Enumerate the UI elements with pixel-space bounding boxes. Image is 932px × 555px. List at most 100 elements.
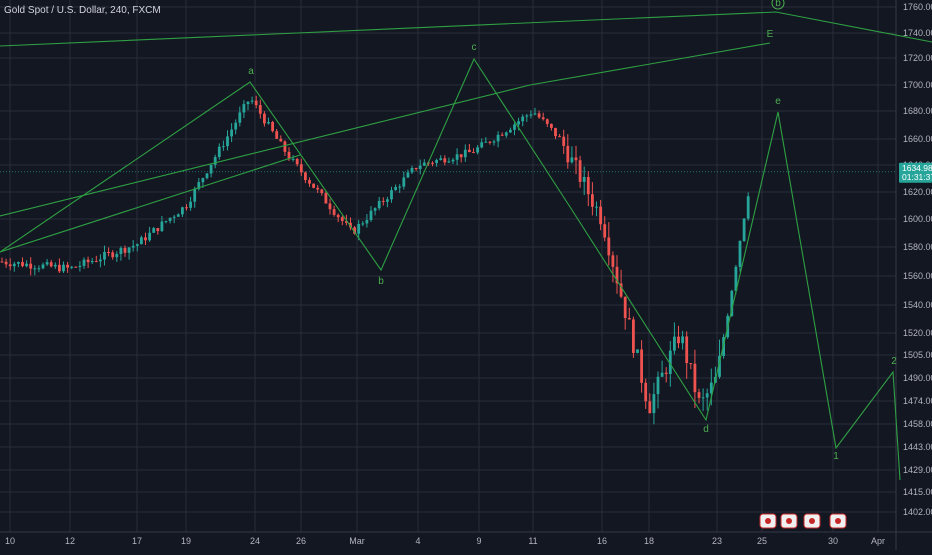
candle-body — [189, 201, 192, 208]
candle-body — [324, 193, 328, 204]
candle-body — [582, 176, 586, 182]
candle-body — [619, 283, 623, 297]
time-tick-label: 12 — [65, 536, 75, 546]
candle-body — [115, 254, 119, 258]
candle-body — [615, 266, 619, 284]
price-tick-label: 1680.00 — [903, 106, 932, 116]
candle-body — [398, 186, 402, 188]
candle-body — [336, 214, 340, 218]
candle-body — [49, 262, 53, 267]
event-dot — [786, 518, 792, 524]
candle-body — [422, 162, 426, 166]
candle-body — [0, 261, 4, 263]
candle-body — [168, 217, 172, 222]
candle-body — [238, 112, 242, 123]
candle-body — [431, 162, 434, 164]
candle-body — [70, 266, 74, 268]
candle-body — [660, 372, 664, 377]
candle-body — [250, 100, 254, 102]
candle-body — [53, 264, 57, 267]
candle-body — [283, 141, 287, 152]
candle-body — [308, 180, 311, 184]
candle-body — [201, 178, 205, 183]
time-axis[interactable]: 10 12 17 19 24 26 Mar 4 9 11 16 18 23 25 30 Apr — [5, 536, 885, 546]
candle-body — [652, 394, 656, 414]
candle-body — [738, 240, 742, 267]
candle-body — [33, 268, 37, 270]
candle-body — [545, 119, 549, 124]
time-tick-label: Mar — [349, 536, 365, 546]
price-axis[interactable]: 1760.00 1740.00 1720.00 1700.00 1680.00 1660.… — [899, 2, 932, 517]
candle-body — [66, 264, 69, 268]
candle-body — [447, 161, 451, 163]
price-tick-label: 1620.00 — [903, 187, 932, 197]
candle-body — [131, 245, 135, 248]
current-price-value: 1634.98 — [902, 163, 932, 173]
candle-body — [312, 183, 315, 188]
candle-body — [135, 244, 139, 246]
price-tick-label: 1760.00 — [903, 2, 932, 12]
event-badges[interactable] — [759, 513, 847, 529]
candle-body — [8, 264, 12, 267]
candle-body — [591, 194, 594, 207]
candle-body — [664, 372, 668, 375]
wave-label-circled-b: b — [775, 0, 781, 9]
time-tick-label: 18 — [644, 536, 654, 546]
candle-body — [529, 114, 533, 116]
candle-body — [295, 158, 299, 165]
candle-body — [443, 158, 447, 163]
wave-lines — [0, 11, 932, 481]
candle-body — [410, 167, 414, 173]
candle-body — [484, 141, 488, 143]
candle-body — [82, 259, 86, 266]
candle-body — [213, 157, 217, 165]
candle-body — [558, 136, 561, 138]
candle-body — [181, 207, 184, 215]
candle-body — [365, 220, 369, 224]
candle-body — [103, 251, 106, 260]
price-tick-label: 1429.00 — [903, 465, 932, 475]
candle-body — [119, 247, 123, 255]
candle-body — [226, 136, 229, 147]
candle-body — [357, 224, 361, 234]
time-tick-label: 25 — [757, 536, 767, 546]
price-tick-label: 1560.00 — [903, 271, 932, 281]
candle-body — [340, 217, 344, 222]
candle-body — [455, 154, 459, 160]
wave-label-1: 1 — [833, 451, 839, 462]
candle-body — [197, 182, 201, 189]
candle-body — [234, 122, 238, 130]
candle-body — [554, 127, 557, 137]
candle-body — [435, 159, 438, 163]
candle-body — [537, 113, 541, 118]
candle-body — [254, 100, 258, 106]
candle-body — [656, 376, 660, 395]
candle-body — [127, 247, 131, 253]
candle-body — [668, 350, 672, 375]
candle-body — [320, 189, 324, 194]
candle-body — [718, 355, 721, 377]
wave-path — [0, 57, 901, 481]
candle-body — [209, 164, 213, 174]
candle-body — [377, 200, 381, 209]
candle-body — [37, 268, 41, 270]
time-tick-label: 30 — [828, 536, 838, 546]
candle-body — [176, 214, 180, 217]
candle-body — [90, 261, 94, 263]
price-tick-label: 1660.00 — [903, 134, 932, 144]
candle-body — [172, 216, 176, 218]
time-tick-label: 17 — [132, 536, 142, 546]
candle-body — [291, 158, 295, 160]
candle-body — [677, 336, 680, 344]
candle-body — [459, 154, 463, 158]
wave-label-E: E — [767, 29, 774, 40]
candle-body — [41, 264, 45, 269]
candle-body — [673, 336, 676, 351]
candle-body — [603, 224, 607, 238]
candle-body — [476, 147, 479, 153]
time-tick-label: Apr — [871, 536, 885, 546]
candle-body — [349, 222, 352, 228]
current-price-tag[interactable] — [899, 162, 932, 183]
